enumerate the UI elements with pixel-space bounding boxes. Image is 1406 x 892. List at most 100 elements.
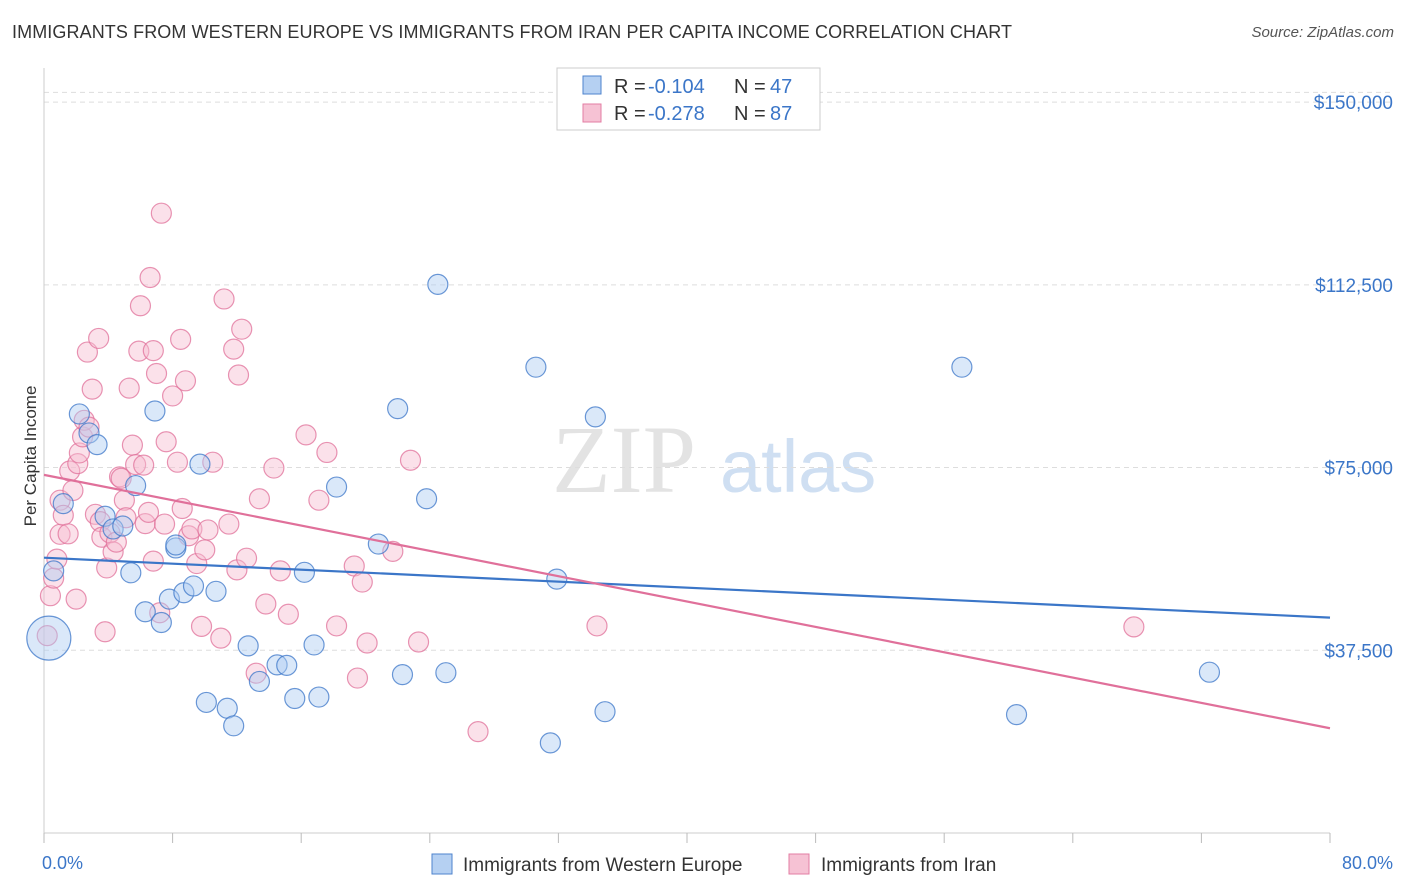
point-iran-15 [76, 341, 99, 363]
legend-n-label-blue: N = [734, 76, 766, 98]
point-iran-11 [67, 453, 89, 475]
point-iran-49 [170, 328, 192, 351]
point-iran-57 [197, 519, 219, 541]
point-iran-55 [190, 615, 213, 638]
point-iran-32 [121, 434, 144, 456]
point-western-europe-33 [387, 397, 409, 420]
point-iran-69 [255, 593, 277, 615]
point-iran-1 [39, 585, 62, 607]
series-legend-label-blue: Immigrants from Western Europe [463, 855, 742, 876]
watermark-atlas: atlas [720, 425, 876, 508]
point-iran-86 [1123, 616, 1145, 638]
point-western-europe-4 [78, 422, 100, 444]
point-iran-83 [407, 631, 430, 653]
point-iran-33 [125, 454, 147, 476]
stats-legend: R = -0.104 N = 47 R = -0.278 N = 87 [556, 67, 821, 131]
data-points [26, 202, 1221, 754]
point-western-europe-18 [189, 453, 211, 475]
point-iran-17 [81, 378, 103, 400]
point-western-europe-23 [237, 635, 259, 657]
point-iran-42 [145, 362, 168, 385]
point-iran-85 [586, 615, 608, 637]
point-western-europe-38 [525, 356, 547, 378]
point-iran-84 [467, 721, 489, 743]
point-iran-44 [150, 202, 172, 224]
point-iran-38 [137, 501, 160, 523]
point-western-europe-36 [435, 662, 457, 684]
point-western-europe-46 [165, 534, 187, 556]
point-western-europe-29 [303, 634, 325, 656]
point-iran-22 [94, 621, 116, 643]
point-western-europe-30 [308, 686, 330, 708]
point-western-europe-22 [223, 715, 245, 737]
legend-r-label-blue: R = [614, 76, 646, 98]
point-iran-26 [105, 531, 127, 553]
point-iran-61 [218, 513, 240, 535]
point-western-europe-42 [594, 701, 616, 723]
point-iran-46 [155, 431, 177, 453]
point-western-europe-6 [94, 505, 116, 527]
point-western-europe-8 [112, 515, 134, 537]
point-iran-72 [277, 603, 299, 625]
point-iran-62 [223, 338, 245, 360]
source-label: Source: ZipAtlas.com [1251, 24, 1394, 41]
x-tick-label-min: 0.0% [42, 853, 83, 873]
point-iran-35 [129, 295, 152, 317]
point-iran-76 [325, 615, 348, 637]
y-tick-label-2: $112,500 [1315, 276, 1393, 297]
point-iran-66 [235, 547, 258, 569]
point-iran-31 [118, 377, 140, 399]
point-western-europe-12 [144, 400, 166, 422]
legend-r-value-pink: -0.278 [648, 103, 705, 125]
point-iran-36 [133, 454, 155, 476]
point-western-europe-10 [125, 474, 147, 497]
point-iran-64 [227, 364, 250, 386]
point-western-europe-27 [284, 687, 306, 710]
point-western-europe-44 [1005, 703, 1028, 726]
y-tick-label-3: $150,000 [1314, 93, 1393, 114]
point-western-europe-41 [584, 406, 606, 428]
point-western-europe-17 [182, 575, 205, 597]
point-iran-27 [108, 466, 131, 488]
point-iran-48 [166, 451, 189, 473]
series-legend-swatch-blue [431, 853, 453, 875]
point-iran-7 [57, 523, 79, 545]
point-iran-59 [210, 627, 232, 649]
legend-swatch-pink [582, 103, 602, 123]
point-western-europe-40 [546, 568, 568, 590]
legend-swatch-blue [582, 75, 602, 95]
point-western-europe-11 [134, 601, 156, 623]
legend-r-value-blue: -0.104 [648, 76, 705, 98]
watermark: ZIP atlas [552, 406, 876, 513]
point-iran-71 [269, 560, 291, 582]
point-western-europe-43 [951, 356, 973, 378]
point-western-europe-31 [325, 476, 348, 498]
point-iran-82 [399, 449, 422, 471]
trend-line-western-europe [43, 556, 1331, 619]
point-iran-78 [346, 667, 369, 689]
y-axis-title: Per Capita Income [21, 386, 40, 527]
point-western-europe-1 [43, 560, 65, 582]
point-iran-70 [263, 457, 285, 479]
watermark-zip: ZIP [552, 406, 696, 513]
point-western-europe-24 [248, 670, 271, 693]
point-iran-68 [248, 488, 271, 510]
point-western-europe-0 [26, 615, 72, 661]
point-western-europe-19 [195, 691, 217, 714]
legend-n-value-blue: 47 [770, 76, 792, 98]
point-western-europe-34 [391, 664, 414, 686]
point-iran-41 [142, 550, 164, 572]
point-western-europe-28 [293, 561, 316, 583]
point-western-europe-35 [415, 488, 438, 510]
series-legend-swatch-pink [788, 853, 810, 875]
y-tick-label-0: $37,500 [1324, 641, 1393, 662]
point-western-europe-13 [150, 611, 172, 634]
point-iran-60 [213, 288, 235, 310]
point-western-europe-32 [367, 533, 389, 555]
series-legend-label-pink: Immigrants from Iran [821, 855, 996, 876]
legend-n-label-pink: N = [734, 103, 766, 125]
point-iran-80 [356, 632, 378, 654]
legend-r-label-pink: R = [614, 103, 646, 125]
point-iran-75 [316, 441, 338, 464]
